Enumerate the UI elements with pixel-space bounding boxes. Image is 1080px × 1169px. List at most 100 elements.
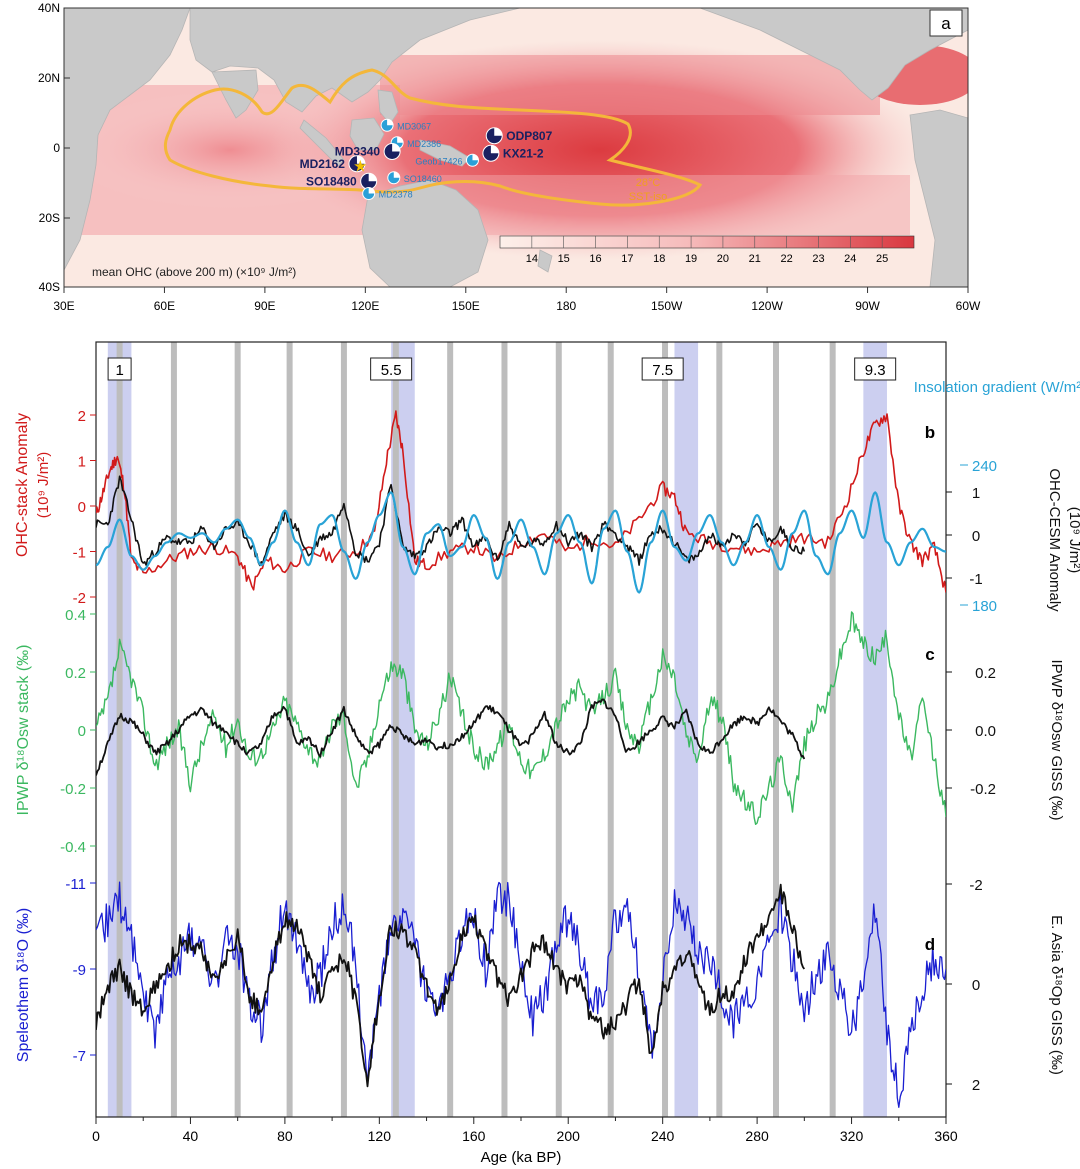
- lat-label: 20N: [38, 71, 60, 85]
- lat-label: 40N: [38, 1, 60, 15]
- series-ohc-stack-anomaly: [96, 410, 946, 593]
- map-colorbar: [499, 235, 915, 249]
- panel-b-left-tick-label: 0: [78, 499, 86, 516]
- ohc-map: 40N 20N 0 20S 40S 30E 60E 90E 120E 150E 180 150W 12…: [38, 1, 981, 313]
- panel-c-left-label: IPWP δ¹⁸Osw stack (‰): [15, 645, 32, 816]
- series-e-asia-18op-giss: [96, 883, 806, 1088]
- x-tick-label: 320: [840, 1128, 864, 1144]
- event-line: [286, 342, 293, 1117]
- x-tick-label: 120: [368, 1128, 392, 1144]
- event-line: [170, 342, 177, 1117]
- panel-d-label: d: [925, 935, 935, 954]
- interglacial-bands: [107, 342, 887, 1117]
- isotherm-label-28c: 28°C: [636, 177, 661, 189]
- colorbar-label: 21: [749, 253, 761, 265]
- site-label: MD3340: [335, 145, 381, 159]
- site-label: KX21-2: [503, 146, 544, 160]
- lon-label: 90W: [855, 299, 880, 313]
- event-line: [607, 342, 614, 1117]
- svg-text:7.5: 7.5: [652, 362, 673, 379]
- panel-d-left-tick-label: -7: [73, 1048, 86, 1065]
- interglacial-band: [674, 342, 699, 1117]
- event-line: [116, 342, 123, 1117]
- lon-label: 60E: [154, 299, 175, 313]
- borneo-land: [349, 117, 385, 151]
- x-tick-label: 160: [462, 1128, 486, 1144]
- event-line: [773, 342, 779, 1117]
- lon-label: 150E: [452, 299, 480, 313]
- lat-label: 0: [53, 141, 60, 155]
- site-marker-kx21-2: KX21-2: [482, 144, 544, 162]
- map-caption: mean OHC (above 200 m) (×10⁹ J/m²): [92, 265, 296, 279]
- series-speleothem-18o: [96, 881, 946, 1108]
- x-axis: 0 40 80 120 160 200 240 280 320 360: [92, 1117, 958, 1144]
- insolation-tick-label: 240: [972, 458, 997, 475]
- panel-b-right-label: OHC-CESM Anomaly: [1046, 468, 1063, 612]
- site-marker-odp807: ODP807: [485, 127, 553, 145]
- x-tick-label: 280: [745, 1128, 769, 1144]
- site-marker-md2162: MD2162: [300, 155, 366, 173]
- panel-b-left-tick-label: 1: [78, 454, 86, 471]
- colorbar-label: 19: [685, 253, 697, 265]
- site-marker-so18480: SO18480: [306, 172, 378, 190]
- panel-c-label: c: [925, 645, 934, 664]
- series-insolation-gradient: [96, 491, 946, 594]
- event-line: [662, 342, 669, 1117]
- isotherm-label-sst-iso: SST-iso: [629, 191, 668, 203]
- north-pacific-band: [380, 55, 880, 115]
- x-tick-label: 80: [277, 1128, 293, 1144]
- panel-c-right-tick-label: -0.2: [970, 781, 996, 798]
- panel-c-left-tick-label: 0.4: [65, 607, 86, 624]
- colorbar-label: 20: [717, 253, 729, 265]
- x-axis-label: Age (ka BP): [481, 1149, 562, 1166]
- panel-b-left-tick-label: 2: [78, 408, 86, 425]
- panel-c-left-tick-label: -0.2: [60, 781, 86, 798]
- timeseries-panels: 1 5.5 7.5 9.3 0 40 80 120 160 200 240 280 320 360 Ag…: [14, 341, 1080, 1166]
- site-label: MD3067: [397, 121, 431, 131]
- lon-label: 180: [556, 299, 576, 313]
- colorbar-label: 15: [558, 253, 570, 265]
- site-marker-geob17426: Geob17426: [415, 153, 479, 167]
- panel-c-left-tick-label: -0.4: [60, 839, 86, 856]
- colorbar-label: 24: [844, 253, 856, 265]
- new-zealand-land: [537, 249, 553, 273]
- site-label: MD2378: [379, 190, 413, 200]
- event-line: [555, 342, 562, 1117]
- site-marker-md3067: MD3067: [380, 118, 431, 132]
- longitude-axis: 30E 60E 90E 120E 150E 180 150W 120W 90W 60W: [53, 287, 981, 313]
- site-label: SO18460: [404, 174, 442, 184]
- panel-d-left-tick-label: -9: [73, 962, 86, 979]
- x-tick-label: 0: [92, 1128, 100, 1144]
- panel-b-right-tick-label: 0: [972, 528, 980, 545]
- panel-b-right-tick-label: -1: [969, 571, 982, 588]
- insolation-title: Insolation gradient (W/m²): [914, 379, 1080, 396]
- site-label: MD2162: [300, 157, 346, 171]
- lon-label: 150W: [651, 299, 683, 313]
- insolation-tick-label: 180: [972, 598, 997, 615]
- colorbar-label: 14: [526, 253, 538, 265]
- site-marker-so18460: SO18460: [387, 171, 442, 185]
- panel-b-right-unit: (10⁹ J/m²): [1066, 507, 1080, 573]
- sumatra-land: [299, 119, 345, 167]
- svg-text:1: 1: [115, 362, 123, 379]
- lon-label: 60W: [956, 299, 981, 313]
- panel-c-left-tick-label: 0.2: [65, 665, 86, 682]
- africa-arabia-land: [64, 8, 191, 271]
- svg-text:9.3: 9.3: [865, 362, 886, 379]
- event-line: [447, 342, 454, 1117]
- panel-c: 0.4 0.2 0 -0.2 -0.4 0.2 0.0 -0.2: [60, 607, 996, 856]
- x-tick-label: 360: [934, 1128, 958, 1144]
- panel-c-right-label: IPWP δ¹⁸Osw GISS (‰): [1048, 659, 1065, 820]
- panel-b-left-label: OHC-stack Anomaly: [14, 413, 31, 557]
- lon-label: 90E: [254, 299, 275, 313]
- mis-label-7-5: 7.5: [641, 357, 684, 381]
- series-ipwp-18osw-stack: [96, 611, 946, 825]
- panel-d-right-tick-label: -2: [969, 877, 982, 894]
- sst-isotherm-28c: [163, 68, 703, 207]
- colorbar-label: 17: [621, 253, 633, 265]
- panel-d-left-tick-label: -11: [65, 876, 86, 893]
- lat-label: 20S: [39, 211, 60, 225]
- panel-b-right-tick-label: 1: [972, 485, 980, 502]
- x-tick-label: 40: [183, 1128, 199, 1144]
- south-america-land: [909, 109, 968, 287]
